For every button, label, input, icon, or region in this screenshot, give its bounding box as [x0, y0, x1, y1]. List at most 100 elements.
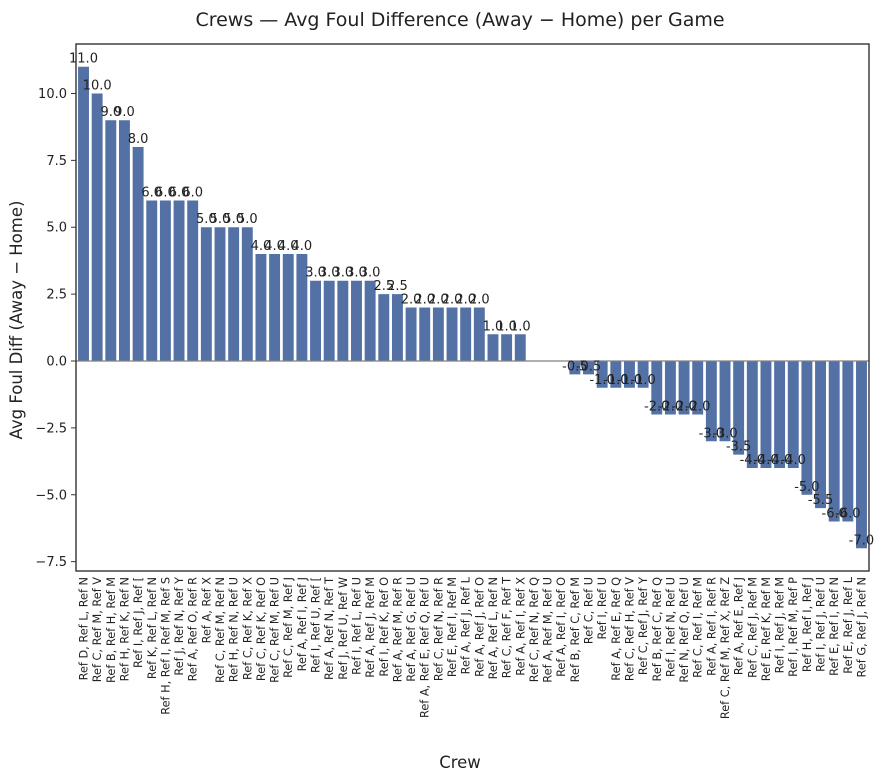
data-label: -4.0 [740, 453, 765, 468]
x-tick-label: Ref I, Ref L, Ref U [350, 577, 363, 675]
plot-area: 11.010.09.09.08.06.06.06.06.05.05.05.05.… [35, 43, 874, 719]
bar [815, 361, 827, 509]
x-tick-label: Ref C, Ref K, Ref X [241, 577, 254, 680]
x-tick-label: Ref E, Ref K, Ref M [760, 577, 773, 681]
bar [842, 361, 854, 522]
data-label: 4.0 [278, 239, 299, 254]
data-label: 11.0 [69, 52, 98, 67]
bar [610, 361, 622, 388]
y-tick-label: 2.5 [46, 288, 67, 303]
x-tick-label: Ref N, Ref Q, Ref U [678, 577, 691, 683]
data-label: 2.0 [455, 293, 476, 308]
bar [787, 361, 799, 469]
bar [132, 146, 144, 362]
x-tick-label: Ref A, Ref M, Ref U [542, 577, 555, 683]
data-label: 6.0 [169, 185, 190, 200]
data-label: 2.5 [373, 279, 394, 294]
bar [228, 227, 240, 362]
bar [118, 120, 130, 362]
data-label: -6.0 [822, 507, 847, 522]
bar [105, 120, 117, 362]
data-label: 4.0 [292, 239, 313, 254]
x-tick-label: Ref C, Ref H, Ref V [623, 577, 636, 681]
data-label: 1.0 [510, 319, 531, 334]
bar [473, 307, 485, 362]
x-tick-label: Ref H, Ref I, Ref J [801, 577, 814, 672]
bar [378, 294, 390, 362]
x-tick-label: Ref C, Ref I, Ref M [692, 577, 705, 678]
y-tick-label: 5.0 [46, 221, 67, 236]
x-tick-label: Ref A, Ref M, Ref R [391, 577, 404, 682]
x-tick-label: Ref A, Ref J, Ref L [460, 576, 473, 674]
data-label: -2.0 [671, 400, 696, 415]
data-label: -3.0 [712, 426, 737, 441]
y-tick-label: −7.5 [35, 555, 67, 570]
bar [596, 361, 608, 388]
x-tick-label: Ref C, Ref J, Ref Y [637, 577, 650, 675]
data-label: 6.0 [141, 185, 162, 200]
data-label: 9.0 [114, 105, 135, 120]
x-tick-label: Ref E, Ref I, Ref M [446, 577, 459, 677]
x-tick-label: Ref H, Ref I, Ref M, Ref S [159, 577, 172, 715]
data-label: -4.0 [781, 453, 806, 468]
bar [501, 334, 513, 362]
data-label: -4.0 [753, 453, 778, 468]
x-tick-label: Ref B, Ref H, Ref M [105, 577, 118, 683]
x-tick-label: Ref C, Ref U [583, 577, 596, 644]
x-tick-label: Ref H, Ref K, Ref N [118, 577, 131, 681]
bar [746, 361, 758, 469]
plot-frame [75, 43, 870, 572]
data-label: -2.0 [658, 400, 683, 415]
y-tick-label: 0.0 [46, 355, 67, 370]
data-label: -1.0 [589, 373, 614, 388]
x-tick-label: Ref B, Ref C, Ref Q [651, 577, 664, 682]
x-tick-label: Ref C, Ref M, Ref N [214, 577, 227, 683]
x-tick-label: Ref C, Ref M, Ref V [91, 577, 104, 683]
data-label: 4.0 [264, 239, 285, 254]
bar [173, 200, 185, 362]
x-tick-label: Ref A, Ref N, Ref T [323, 577, 336, 680]
data-label: 5.0 [237, 212, 258, 227]
x-tick-label: Ref A, Ref O, Ref R [187, 577, 200, 682]
bar [432, 307, 444, 362]
x-tick-label: Ref C, Ref J, Ref M [746, 577, 759, 678]
y-tick-label: 10.0 [38, 87, 67, 102]
bar [446, 307, 458, 362]
x-axis-title: Crew [439, 753, 481, 772]
bar [255, 253, 267, 362]
bar [651, 361, 663, 415]
bar [719, 361, 731, 442]
x-tick-label: Ref H, Ref N, Ref U [228, 577, 241, 682]
bar [419, 307, 431, 362]
bar [678, 361, 690, 415]
x-tick-label: Ref G, Ref J, Ref N [855, 577, 868, 677]
x-tick-label: Ref C, Ref M, Ref J [282, 577, 295, 678]
bar [801, 361, 813, 495]
data-label: 6.0 [155, 185, 176, 200]
x-tick-label: Ref A, Ref E, Ref Q [610, 577, 623, 681]
data-label: 2.5 [387, 279, 408, 294]
data-label: -1.0 [617, 373, 642, 388]
x-tick-label: Ref I, Ref J, Ref M [774, 577, 787, 673]
x-tick-label: Ref C, Ref F, Ref T [501, 577, 514, 678]
bar [200, 227, 212, 362]
bar [337, 280, 349, 362]
data-label: 2.0 [401, 293, 422, 308]
x-tick-label: Ref J, Ref N, Ref Y [173, 577, 186, 676]
data-label: 10.0 [83, 78, 112, 93]
x-tick-label: Ref A, Ref E, Ref Q, Ref U [419, 577, 432, 718]
x-tick-label: Ref J, Ref U, Ref W [337, 577, 350, 680]
bar [705, 361, 717, 442]
x-tick-label: Ref B, Ref C, Ref M [569, 577, 582, 682]
data-label: 2.0 [428, 293, 449, 308]
bar [364, 280, 376, 362]
x-tick-label: Ref C, Ref N, Ref R [432, 577, 445, 681]
bar [310, 280, 321, 362]
y-axis-title: Avg Foul Diff (Away − Home) [7, 201, 26, 440]
data-label: 9.0 [100, 105, 121, 120]
x-tick-label: Ref E, Ref I, Ref N [828, 577, 841, 676]
x-tick-label: Ref I, Ref J, Ref U [815, 577, 828, 672]
bar [828, 361, 840, 522]
data-label: -5.5 [808, 493, 833, 508]
